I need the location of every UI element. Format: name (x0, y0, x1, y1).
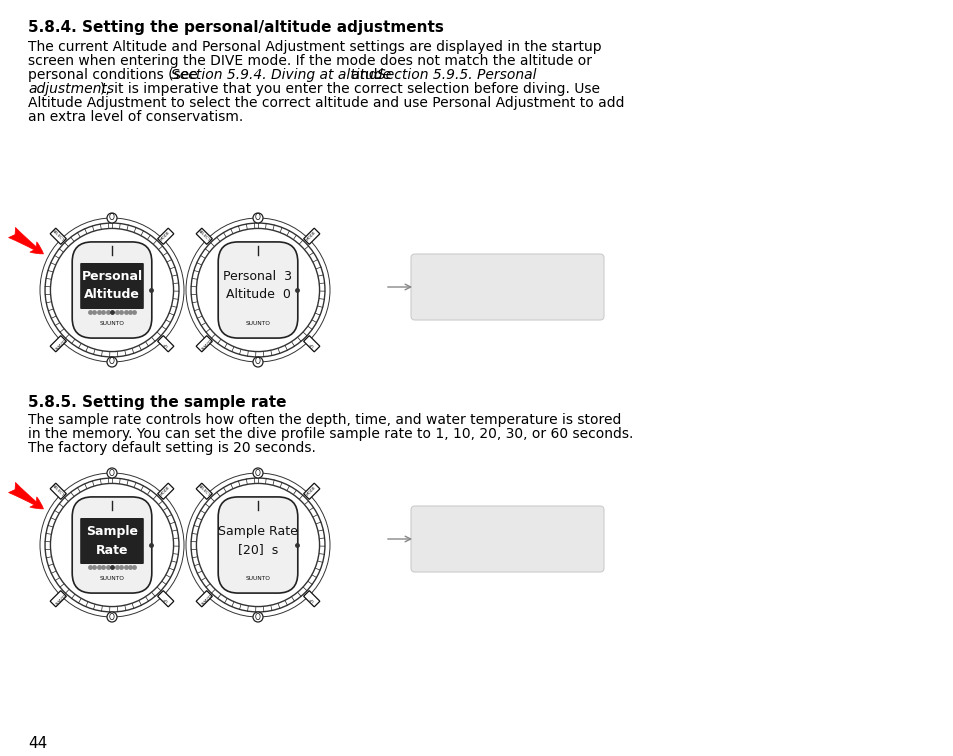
Text: Personal  3: Personal 3 (223, 271, 293, 284)
Circle shape (51, 228, 173, 352)
FancyBboxPatch shape (218, 497, 297, 593)
Circle shape (51, 483, 173, 606)
Text: Section 5.9.4. Diving at altitude: Section 5.9.4. Diving at altitude (171, 68, 391, 82)
Circle shape (196, 228, 319, 352)
FancyBboxPatch shape (303, 590, 319, 607)
FancyBboxPatch shape (196, 590, 212, 607)
Text: O: O (109, 358, 114, 367)
Text: O: O (254, 612, 261, 621)
Circle shape (253, 612, 263, 622)
FancyBboxPatch shape (303, 228, 319, 244)
Text: Personal: Personal (81, 271, 142, 284)
Text: SUUNTO: SUUNTO (245, 575, 270, 581)
Text: O: O (254, 213, 261, 222)
Text: The factory default setting is 20 seconds.: The factory default setting is 20 second… (28, 441, 315, 455)
FancyBboxPatch shape (157, 228, 173, 244)
FancyBboxPatch shape (218, 242, 297, 338)
Text: DOWN: DOWN (52, 337, 65, 350)
Text: SELECT: SELECT (51, 229, 65, 243)
FancyBboxPatch shape (51, 483, 66, 499)
Text: an extra level of conservatism.: an extra level of conservatism. (28, 110, 243, 124)
Text: MODE: MODE (306, 485, 317, 497)
Text: ADJUST WITH UP AND
DOWN BUTTONS. ACCEPT
WITH SELECT BUTTON.: ADJUST WITH UP AND DOWN BUTTONS. ACCEPT … (431, 265, 583, 308)
Text: SELECT: SELECT (197, 229, 211, 243)
Text: O: O (109, 213, 114, 222)
Text: UP: UP (162, 596, 169, 602)
Text: UP: UP (308, 340, 314, 347)
Text: Sample Rate: Sample Rate (218, 525, 297, 538)
FancyBboxPatch shape (196, 228, 212, 244)
Text: O: O (254, 469, 261, 478)
Text: 44: 44 (28, 736, 48, 751)
FancyBboxPatch shape (72, 497, 152, 593)
Text: The current Altitude and Personal Adjustment settings are displayed in the start: The current Altitude and Personal Adjust… (28, 40, 601, 54)
Text: SUUNTO: SUUNTO (99, 575, 124, 581)
FancyBboxPatch shape (80, 518, 144, 564)
Text: SUUNTO: SUUNTO (99, 321, 124, 326)
FancyBboxPatch shape (157, 336, 173, 352)
FancyBboxPatch shape (196, 483, 212, 499)
Text: O: O (109, 612, 114, 621)
Text: in the memory. You can set the dive profile sample rate to 1, 10, 20, 30, or 60 : in the memory. You can set the dive prof… (28, 427, 633, 441)
Text: Section 5.9.5. Personal: Section 5.9.5. Personal (376, 68, 536, 82)
Text: The sample rate controls how often the depth, time, and water temperature is sto: The sample rate controls how often the d… (28, 413, 620, 427)
Text: 5.8.4. Setting the personal/altitude adjustments: 5.8.4. Setting the personal/altitude adj… (28, 20, 443, 35)
Text: [20]  s: [20] s (237, 544, 278, 556)
Text: DOWN: DOWN (198, 337, 211, 350)
Circle shape (253, 213, 263, 223)
Text: SELECT: SELECT (197, 485, 211, 498)
Circle shape (196, 483, 319, 606)
Text: DOWN: DOWN (52, 593, 65, 605)
FancyBboxPatch shape (51, 336, 66, 352)
Circle shape (107, 612, 117, 622)
FancyBboxPatch shape (303, 336, 319, 352)
Text: UP: UP (308, 596, 314, 602)
FancyBboxPatch shape (80, 263, 144, 309)
Circle shape (253, 468, 263, 478)
Text: MODE: MODE (160, 485, 172, 497)
FancyBboxPatch shape (411, 254, 603, 320)
Text: 5.8.5. Setting the sample rate: 5.8.5. Setting the sample rate (28, 395, 286, 410)
Text: and: and (347, 68, 381, 82)
FancyBboxPatch shape (157, 590, 173, 607)
Circle shape (107, 213, 117, 223)
Text: Altitude  0: Altitude 0 (225, 289, 290, 302)
Text: MODE: MODE (160, 231, 172, 242)
Text: screen when entering the DIVE mode. If the mode does not match the altitude or: screen when entering the DIVE mode. If t… (28, 54, 592, 68)
Text: ADJUST WITH UP AND
DOWN BUTTONS. ACCEPT
WITH SELECT BUTTON.: ADJUST WITH UP AND DOWN BUTTONS. ACCEPT … (431, 518, 583, 560)
Text: Altitude: Altitude (84, 289, 140, 302)
Circle shape (253, 357, 263, 367)
Text: O: O (109, 469, 114, 478)
Text: Sample: Sample (86, 525, 138, 538)
Text: O: O (254, 358, 261, 367)
Circle shape (107, 357, 117, 367)
Text: adjustments: adjustments (28, 82, 114, 96)
Text: Altitude Adjustment to select the correct altitude and use Personal Adjustment t: Altitude Adjustment to select the correc… (28, 96, 624, 110)
FancyBboxPatch shape (157, 483, 173, 499)
Text: ), it is imperative that you enter the correct selection before diving. Use: ), it is imperative that you enter the c… (100, 82, 599, 96)
Circle shape (107, 468, 117, 478)
FancyBboxPatch shape (303, 483, 319, 499)
Text: MODE: MODE (306, 231, 317, 242)
Text: SELECT: SELECT (51, 485, 65, 498)
Text: SUUNTO: SUUNTO (245, 321, 270, 326)
Text: UP: UP (162, 340, 169, 347)
FancyBboxPatch shape (51, 228, 66, 244)
FancyBboxPatch shape (411, 506, 603, 572)
Text: DOWN: DOWN (198, 593, 211, 605)
FancyBboxPatch shape (51, 590, 66, 607)
Text: personal conditions (see: personal conditions (see (28, 68, 202, 82)
Text: Rate: Rate (95, 544, 128, 556)
FancyBboxPatch shape (72, 242, 152, 338)
FancyBboxPatch shape (196, 336, 212, 352)
